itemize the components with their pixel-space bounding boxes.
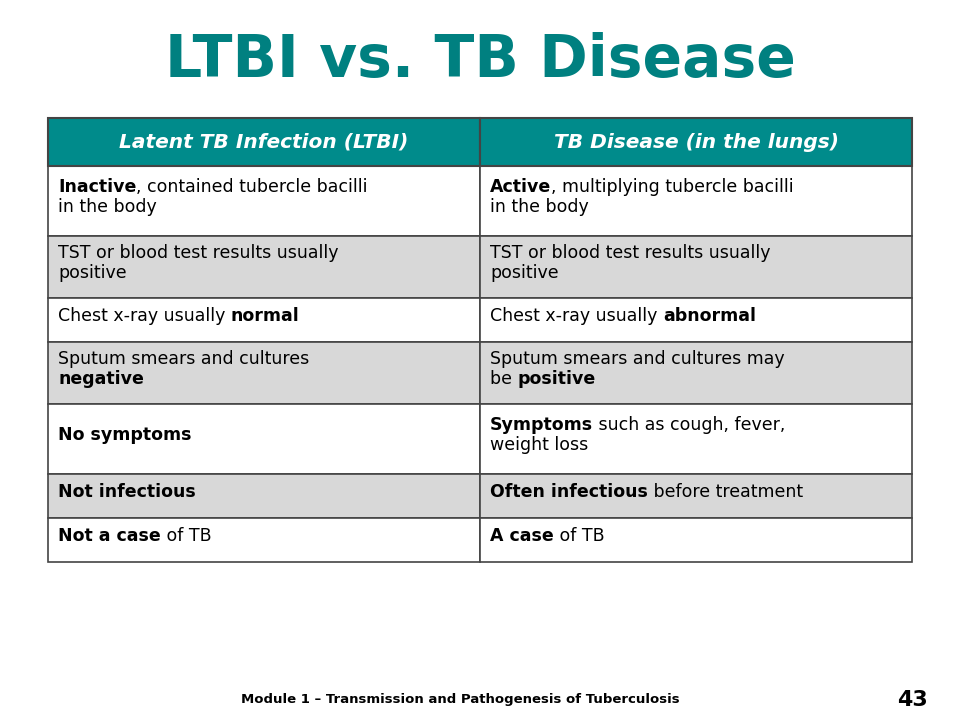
- Bar: [48, 236, 480, 298]
- Text: Often infectious: Often infectious: [490, 483, 648, 501]
- Bar: [480, 404, 912, 474]
- Text: Symptoms: Symptoms: [490, 416, 593, 434]
- Text: No symptoms: No symptoms: [58, 426, 191, 444]
- Text: TB Disease (in the lungs): TB Disease (in the lungs): [554, 132, 838, 151]
- Text: positive: positive: [517, 370, 596, 388]
- Text: Not infectious: Not infectious: [58, 483, 196, 501]
- Text: Sputum smears and cultures: Sputum smears and cultures: [58, 350, 309, 368]
- Text: Chest x-ray usually: Chest x-ray usually: [58, 307, 230, 325]
- Bar: [480, 342, 912, 404]
- Text: before treatment: before treatment: [648, 483, 803, 501]
- Text: in the body: in the body: [58, 198, 156, 216]
- Text: Active: Active: [490, 179, 551, 197]
- Text: normal: normal: [230, 307, 300, 325]
- Text: LTBI vs. TB Disease: LTBI vs. TB Disease: [164, 32, 796, 89]
- Bar: [480, 298, 912, 342]
- Text: , multiplying tubercle bacilli: , multiplying tubercle bacilli: [551, 179, 794, 197]
- Text: negative: negative: [58, 370, 144, 388]
- Text: positive: positive: [490, 264, 559, 282]
- Text: of TB: of TB: [160, 527, 211, 545]
- Bar: [48, 342, 480, 404]
- Text: weight loss: weight loss: [490, 436, 588, 454]
- Bar: [48, 474, 480, 518]
- Text: Sputum smears and cultures may: Sputum smears and cultures may: [490, 350, 784, 368]
- Text: , contained tubercle bacilli: , contained tubercle bacilli: [136, 179, 368, 197]
- Text: in the body: in the body: [490, 198, 588, 216]
- Bar: [48, 118, 480, 166]
- Bar: [48, 404, 480, 474]
- Bar: [48, 298, 480, 342]
- Text: positive: positive: [58, 264, 127, 282]
- Bar: [48, 518, 480, 562]
- Text: Latent TB Infection (LTBI): Latent TB Infection (LTBI): [119, 132, 409, 151]
- Text: A case: A case: [490, 527, 554, 545]
- Bar: [480, 118, 912, 166]
- Text: TST or blood test results usually: TST or blood test results usually: [490, 244, 771, 262]
- Text: abnormal: abnormal: [662, 307, 756, 325]
- Bar: [480, 236, 912, 298]
- Text: of TB: of TB: [554, 527, 605, 545]
- Text: be: be: [490, 370, 517, 388]
- Text: Chest x-ray usually: Chest x-ray usually: [490, 307, 662, 325]
- Bar: [48, 166, 480, 236]
- Bar: [480, 518, 912, 562]
- Text: TST or blood test results usually: TST or blood test results usually: [58, 244, 339, 262]
- Bar: [480, 474, 912, 518]
- Text: 43: 43: [897, 690, 927, 710]
- Text: Not a case: Not a case: [58, 527, 160, 545]
- Text: Module 1 – Transmission and Pathogenesis of Tuberculosis: Module 1 – Transmission and Pathogenesis…: [241, 693, 680, 706]
- Bar: [480, 166, 912, 236]
- Text: such as cough, fever,: such as cough, fever,: [593, 416, 785, 434]
- Text: Inactive: Inactive: [58, 179, 136, 197]
